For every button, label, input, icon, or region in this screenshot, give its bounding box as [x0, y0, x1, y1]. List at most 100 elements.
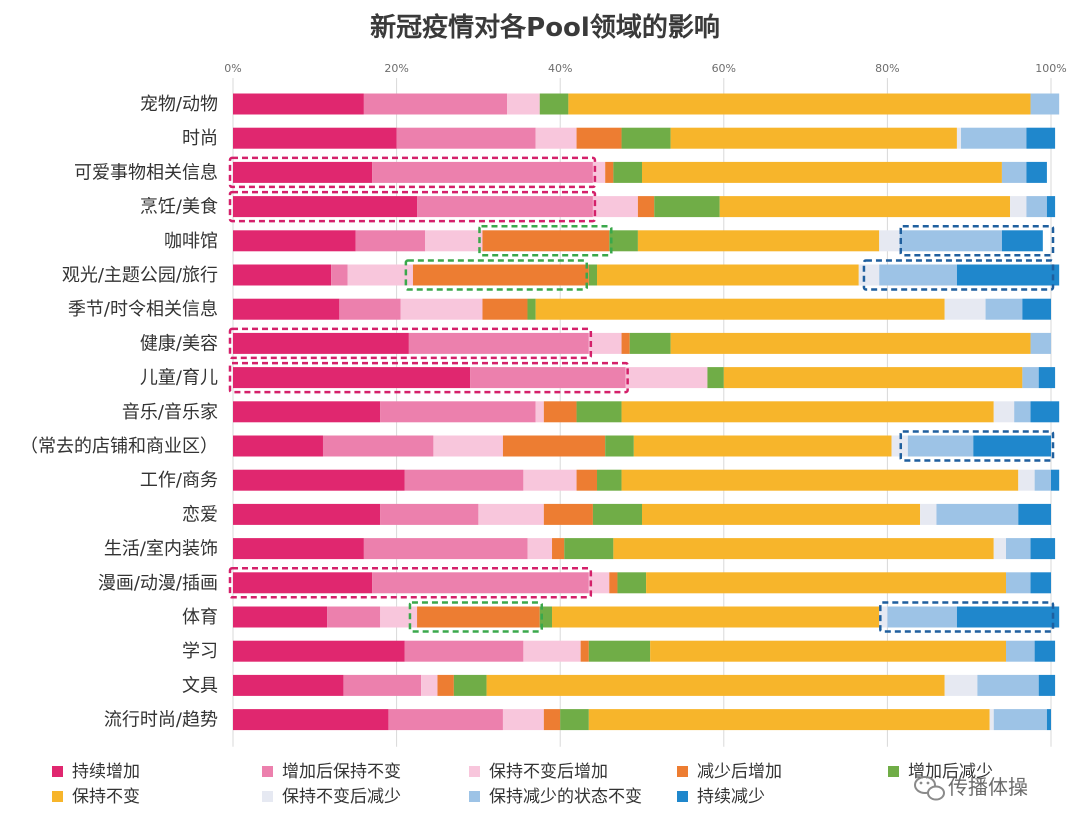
- bar-segment: [564, 538, 614, 560]
- bar-segment: [642, 503, 921, 525]
- bar-segment: [233, 640, 405, 662]
- highlight-box: [478, 225, 613, 257]
- bar-segment: [388, 709, 503, 731]
- category-label: 恋爱: [182, 503, 218, 525]
- bar-segment: [527, 298, 536, 320]
- category-label: 工作/商务: [140, 470, 218, 491]
- bar-segment: [609, 572, 618, 594]
- bar-segment: [233, 572, 373, 594]
- highlight-box: [228, 361, 629, 394]
- bar-segment: [437, 674, 454, 696]
- bar-segment: [1038, 367, 1056, 389]
- bar-segment: [560, 709, 589, 731]
- bar-segment: [355, 230, 426, 252]
- bar-segment: [879, 606, 888, 628]
- bar-segment: [486, 674, 945, 696]
- category-label: 烹饪/美食: [140, 197, 218, 218]
- bar-segment: [527, 538, 553, 560]
- legend-swatch: [677, 766, 688, 777]
- legend-label: 持续增加: [72, 762, 140, 782]
- bar-segment: [470, 367, 626, 389]
- category-label: 流行时尚/趋势: [104, 710, 218, 731]
- x-tick-label: 100%: [1035, 62, 1066, 75]
- bar-segment: [1018, 469, 1035, 491]
- bar-segment: [233, 435, 323, 457]
- bar-segment: [621, 332, 630, 354]
- bar-segment: [588, 640, 651, 662]
- highlight-box: [899, 430, 1055, 462]
- bar-segment: [588, 332, 622, 354]
- bar-segment: [1010, 196, 1027, 218]
- legend-label: 持续减少: [697, 787, 765, 807]
- bar-segment: [956, 606, 1060, 628]
- x-tick-label: 0%: [224, 62, 241, 75]
- bar-segment: [1001, 230, 1043, 252]
- bar-segment: [944, 298, 986, 320]
- legend-swatch: [677, 791, 688, 802]
- bar-segment: [1026, 196, 1047, 218]
- bar-segment: [961, 127, 1027, 149]
- bar-segment: [322, 435, 434, 457]
- category-label: （常去的店铺和商业区）: [20, 436, 218, 457]
- bar-segment: [592, 503, 642, 525]
- legend-swatch: [262, 766, 273, 777]
- highlight-box: [408, 601, 543, 633]
- category-label: 咖啡馆: [164, 231, 218, 252]
- legend: 持续增加 增加后保持不变 保持不变后增加 减少后增加 增加后减少保持不变 保持不变后减少保…: [52, 762, 993, 807]
- bar-segment: [233, 264, 332, 286]
- bar-segment: [920, 503, 937, 525]
- category-label: 生活/室内装饰: [104, 539, 218, 560]
- legend-label: 保持不变后减少: [282, 787, 401, 807]
- category-label: 体育: [182, 607, 218, 628]
- bar-segment: [993, 401, 1015, 423]
- bar-segment: [944, 674, 978, 696]
- x-tick-label: 20%: [384, 62, 408, 75]
- bar-segment: [507, 93, 540, 115]
- bar-segment: [233, 367, 471, 389]
- highlight-box: [228, 190, 597, 223]
- bar-segment: [233, 127, 397, 149]
- bar-segment: [588, 264, 598, 286]
- bar-segment: [233, 538, 364, 560]
- x-axis-ticks: 0% 20% 40% 60% 80% 100%: [224, 62, 1066, 75]
- category-label: 音乐/音乐家: [122, 402, 218, 423]
- bar-segment: [523, 469, 577, 491]
- bar-segment: [1022, 367, 1039, 389]
- category-label: 季节/时令相关信息: [68, 299, 218, 320]
- highlight-box: [228, 327, 593, 360]
- bar-segment: [1001, 161, 1027, 183]
- bar-segment: [425, 230, 483, 252]
- bar-segment: [605, 435, 634, 457]
- legend-swatch: [469, 766, 480, 777]
- category-label: 时尚: [182, 128, 218, 149]
- bar-segment: [993, 538, 1007, 560]
- bar-segment: [417, 196, 593, 218]
- legend-swatch: [262, 791, 273, 802]
- bar-segment: [973, 435, 1051, 457]
- highlight-box: [404, 259, 588, 291]
- bar-segment: [404, 469, 524, 491]
- bar-segment: [400, 298, 483, 320]
- bar-segment: [977, 674, 1039, 696]
- bar-segment: [1034, 469, 1051, 491]
- bar-segment: [613, 161, 642, 183]
- category-label: 可爱事物相关信息: [74, 162, 218, 183]
- highlight-box: [228, 156, 597, 189]
- bar-segment: [539, 606, 553, 628]
- bar-segment: [1026, 127, 1056, 149]
- bar-segment: [535, 298, 945, 320]
- bar-segment: [539, 93, 569, 115]
- bar-segment: [597, 469, 622, 491]
- bar-segment: [233, 298, 340, 320]
- bar-segment: [719, 196, 1011, 218]
- bar-segment: [650, 640, 1007, 662]
- wechat-icon: [914, 776, 945, 801]
- bar-segment: [1030, 401, 1060, 423]
- bar-segment: [1030, 572, 1051, 594]
- bar-segment: [417, 606, 540, 628]
- bar-segment: [543, 401, 577, 423]
- bars: [233, 93, 1060, 731]
- bar-segment: [1030, 538, 1056, 560]
- bar-segment: [646, 572, 1007, 594]
- bar-segment: [233, 606, 328, 628]
